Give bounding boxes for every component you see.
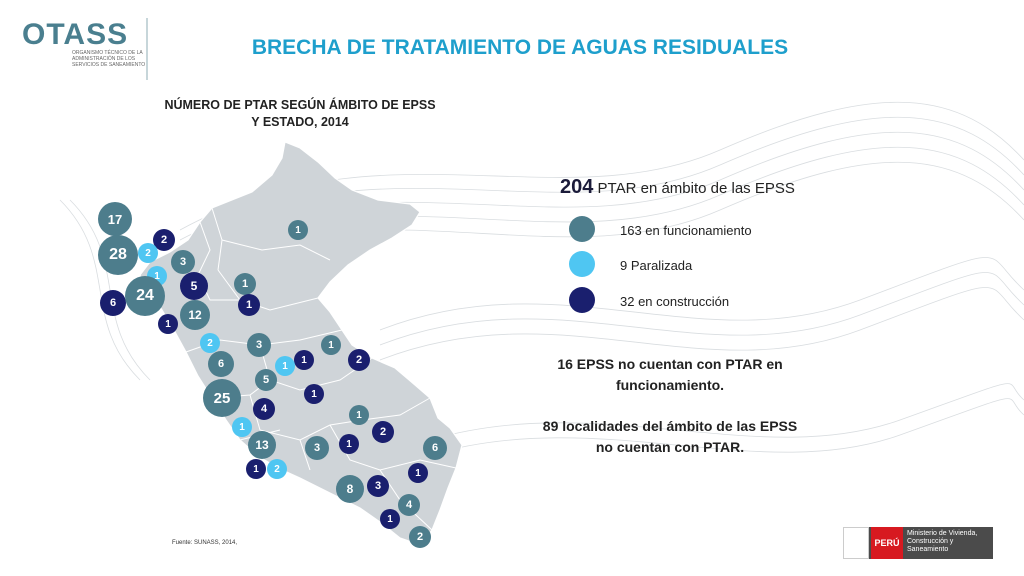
ptar-bubble: 1 (321, 335, 341, 355)
ptar-bubble: 1 (158, 314, 178, 334)
ptar-bubble: 5 (180, 272, 208, 300)
ptar-bubble: 8 (336, 475, 364, 503)
legend-label-paralyzed: 9 Paralizada (620, 258, 693, 273)
ptar-bubble: 28 (98, 235, 138, 275)
ptar-bubble: 1 (238, 294, 260, 316)
coat-of-arms-icon (843, 527, 869, 559)
source-note: Fuente: SUNASS, 2014, (172, 540, 238, 546)
legend-dot-operating (569, 216, 595, 242)
ptar-bubble: 13 (248, 431, 276, 459)
ptar-bubble: 1 (234, 273, 256, 295)
ptar-bubble: 2 (372, 421, 394, 443)
header-divider (146, 18, 148, 80)
ptar-bubble: 2 (138, 243, 158, 263)
ministry-logo: PERÚ Ministerio de Vivienda, Construcció… (843, 527, 993, 559)
ptar-bubble: 4 (398, 494, 420, 516)
ptar-bubble: 1 (232, 417, 252, 437)
map-title-line2: Y ESTADO, 2014 (251, 115, 349, 129)
ministry-name: Ministerio de Vivienda, Construcción y S… (907, 530, 978, 553)
ptar-bubble: 2 (267, 459, 287, 479)
total-number: 204 (560, 176, 594, 198)
legend-label-construction: 32 en construcción (620, 294, 730, 309)
ptar-bubble: 2 (200, 333, 220, 353)
map-title: NÚMERO DE PTAR SEGÚN ÁMBITO DE EPSS Y ES… (150, 97, 450, 131)
ptar-bubble: 6 (100, 290, 126, 316)
ptar-bubble: 2 (409, 526, 431, 548)
otass-logo-subtitle: ORGANISMO TÉCNICO DE LA ADMINISTRACIÓN D… (72, 50, 146, 68)
page-title: BRECHA DE TRATAMIENTO DE AGUAS RESIDUALE… (251, 36, 789, 59)
ptar-bubble: 4 (253, 398, 275, 420)
ptar-bubble: 1 (349, 405, 369, 425)
ptar-bubble: 3 (247, 333, 271, 357)
ptar-bubble: 6 (423, 436, 447, 460)
ptar-bubble: 1 (275, 356, 295, 376)
ptar-bubble: 2 (348, 349, 370, 371)
peru-label: PERÚ (871, 527, 903, 559)
legend-dot-paralyzed (569, 251, 595, 277)
ptar-bubble: 6 (208, 351, 234, 377)
ptar-bubble: 1 (408, 463, 428, 483)
ptar-bubble: 1 (304, 384, 324, 404)
total-text: PTAR en ámbito de las EPSS (597, 180, 795, 197)
ptar-bubble: 3 (367, 475, 389, 497)
ptar-bubble: 1 (339, 434, 359, 454)
ptar-bubble: 3 (171, 250, 195, 274)
total-ptar: 204 PTAR en ámbito de las EPSS (560, 176, 795, 199)
ptar-bubble: 17 (98, 202, 132, 236)
note-localities-without-ptar: 89 localidades del ámbito de las EPSS no… (542, 418, 798, 455)
legend-label-operating: 163 en funcionamiento (620, 223, 752, 238)
ptar-bubble: 1 (380, 509, 400, 529)
note-epss-without-ptar: 16 EPSS no cuentan con PTAR en funcionam… (557, 356, 783, 393)
ptar-bubble: 24 (125, 276, 165, 316)
legend-dot-construction (569, 287, 595, 313)
ptar-bubble: 5 (255, 369, 277, 391)
ptar-bubble: 12 (180, 300, 210, 330)
ptar-bubble: 2 (153, 229, 175, 251)
ptar-bubble: 1 (288, 220, 308, 240)
ptar-bubble: 1 (294, 350, 314, 370)
ptar-bubble: 1 (246, 459, 266, 479)
map-title-line1: NÚMERO DE PTAR SEGÚN ÁMBITO DE EPSS (164, 98, 436, 112)
ptar-bubble: 25 (203, 379, 241, 417)
otass-logo: OTASS (22, 18, 129, 51)
ptar-bubble: 3 (305, 436, 329, 460)
